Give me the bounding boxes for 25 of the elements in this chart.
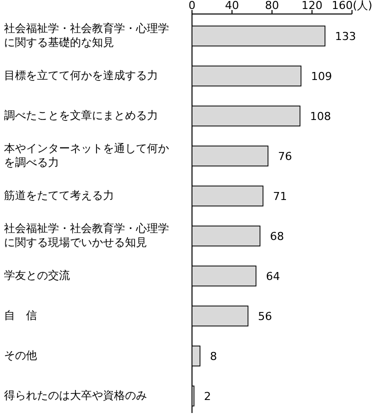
data-label: 56 (258, 310, 272, 323)
y-tick-label: 目標を立てて何かを達成する力 (4, 69, 158, 83)
data-label: 2 (204, 390, 211, 403)
data-label: 108 (310, 110, 331, 123)
x-tick-label: 40 (225, 0, 239, 12)
x-tick-label: 160(人) (332, 0, 372, 12)
y-tick-label: 社会福祉学・社会教育学・心理学に関する現場でいかせる知見 (4, 222, 170, 250)
x-tick-label: 0 (188, 0, 196, 12)
y-tick-label: 学友との交流 (4, 269, 70, 283)
data-label: 8 (210, 350, 217, 363)
y-tick-label: その他 (4, 349, 37, 363)
y-tick-label: 得られたのは大卒や資格のみ (4, 389, 147, 403)
data-label: 68 (270, 230, 284, 243)
y-tick-label: 筋道をたてて考える力 (4, 189, 114, 203)
data-label: 64 (266, 270, 280, 283)
y-tick-label: 本やインターネットを通して何かを調べる力 (4, 142, 170, 170)
y-tick-label: 自 信 (4, 309, 37, 323)
data-label: 76 (278, 150, 292, 163)
data-label: 71 (273, 190, 287, 203)
y-tick-label: 調べたことを文章にまとめる力 (4, 109, 158, 123)
y-tick-label: 社会福祉学・社会教育学・心理学に関する基礎的な知見 (4, 22, 170, 50)
data-label: 109 (311, 70, 332, 83)
x-tick-label: 120 (302, 0, 322, 12)
x-tick-label: 80 (265, 0, 279, 12)
data-label: 133 (335, 30, 356, 43)
